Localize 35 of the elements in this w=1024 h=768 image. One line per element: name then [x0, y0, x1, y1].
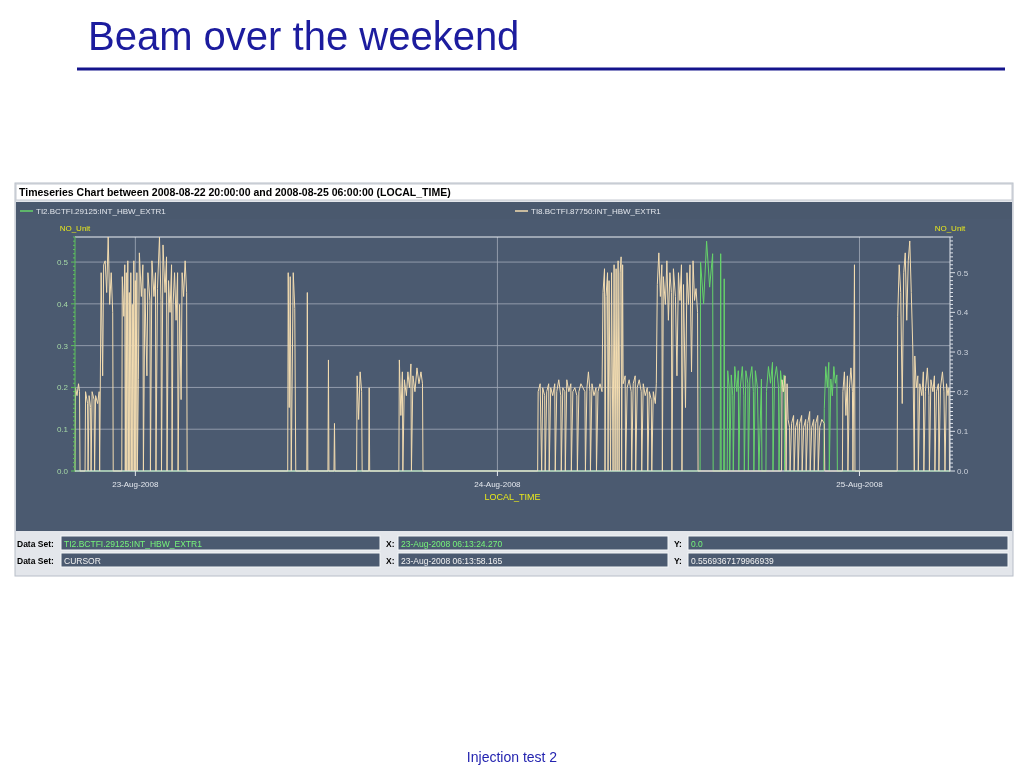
- x-axis-title: LOCAL_TIME: [484, 492, 541, 502]
- y-tick-label: 0.5: [56, 258, 69, 268]
- y2-tick-label: 0.0: [957, 467, 969, 476]
- y-tick-label: 0.4: [56, 299, 69, 309]
- legend-label: TI2.BCTFI.29125:INT_HBW_EXTR1: [36, 207, 167, 216]
- text: CURSOR: [64, 555, 101, 566]
- text: TI2.BCTFI.29125:INT_HBW_EXTR1: [64, 538, 203, 549]
- y2-tick-label: 0.1: [957, 427, 969, 437]
- y-tick-label: 0.1: [56, 425, 69, 435]
- text: 0.5569367179966939: [691, 555, 774, 566]
- x-tick-label: 24-Aug-2008: [474, 480, 522, 489]
- text: Data Set:: [17, 555, 55, 566]
- text: 23-Aug-2008 06:13:58.165: [401, 555, 503, 566]
- x-tick-label: 25-Aug-2008: [836, 480, 884, 489]
- text: Y:: [674, 538, 683, 549]
- text: 0.0: [691, 538, 704, 549]
- text: Y:: [674, 555, 683, 566]
- text: 23-Aug-2008 06:13:24.270: [401, 538, 503, 549]
- legend-label: TI8.BCTFI.87750:INT_HBW_EXTR1: [531, 207, 662, 216]
- y-tick-label: 0.0: [56, 467, 69, 476]
- y-axis-title: NO_Unit: [59, 224, 92, 233]
- text: X:: [386, 555, 395, 566]
- chart-title: Beam over the weekend: [88, 14, 520, 58]
- y-tick-label: 0.3: [56, 341, 69, 351]
- y-tick-label: 0.2: [56, 383, 69, 393]
- y2-tick-label: 0.3: [957, 348, 969, 358]
- text: Data Set:: [17, 538, 55, 549]
- y2-axis-title: NO_Unit: [934, 224, 967, 233]
- y2-tick-label: 0.2: [957, 387, 969, 397]
- text: X:: [386, 538, 395, 549]
- text: Injection test 2: [466, 749, 558, 765]
- y2-tick-label: 0.5: [957, 268, 969, 278]
- y2-tick-label: 0.4: [957, 308, 969, 318]
- chart-subtitle: Timeseries Chart between 2008-08-22 20:00:00 and 2008-08-25 06:00:00 (LOCAL_TIME): [19, 186, 451, 198]
- x-tick-label: 23-Aug-2008: [112, 480, 160, 489]
